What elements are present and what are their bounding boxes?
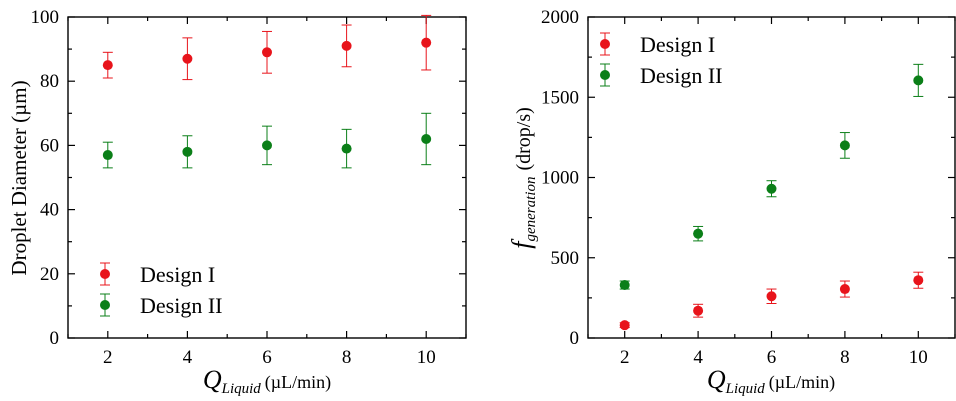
y-tick-label: 1500 [541,87,579,108]
y-axis-subscript: generation [523,177,539,242]
x-axis-title: QLiquid (µL/min) [203,365,331,397]
y-axis-title: Droplet Diameter (µm) [7,80,31,275]
data-point [693,228,704,239]
x-tick-label: 8 [840,347,850,368]
data-point [839,284,850,295]
x-axis-unit: (µL/min) [769,372,835,393]
data-point [102,150,113,161]
data-point [341,143,352,154]
y-axis-unit: (drop/s) [513,107,535,170]
data-point [766,291,777,302]
data-point [182,146,193,157]
data-point [839,140,850,151]
y-axis-title: fgeneration (drop/s) [507,107,539,249]
legend-marker [600,39,610,49]
y-tick-label: 100 [31,7,60,28]
data-point [619,320,630,331]
x-axis-symbol: Q [707,365,726,394]
legend-marker [100,269,110,279]
data-point [766,183,777,194]
data-point [341,40,352,51]
x-tick-label: 4 [693,347,703,368]
legend-label: Design II [140,293,222,318]
x-axis-subscript: Liquid [221,381,262,397]
series-2 [619,63,924,291]
series-2 [102,112,432,169]
y-tick-label: 1000 [541,168,579,189]
y-axis-symbol: f [507,238,536,249]
x-tick-label: 8 [342,347,352,368]
x-tick-label: 2 [620,347,630,368]
x-tick-label: 6 [767,347,777,368]
x-axis-symbol: Q [203,365,222,394]
y-tick-label: 0 [50,328,60,349]
x-axis-title: QLiquid (µL/min) [707,365,835,397]
chart-panel-2: 2 4 6 8 10 0 500 1000 1500 2000 QLiquid (µL/min) fge… [507,7,956,397]
x-tick-label: 10 [417,347,436,368]
y-tick-label: 40 [40,200,59,221]
data-point [262,140,272,151]
legend: Design I Design II [100,262,222,318]
y-tick-label: 0 [570,328,580,349]
legend: Design I Design II [600,32,722,88]
x-tick-label: 10 [909,347,928,368]
data-point [693,305,704,316]
data-point [913,75,924,86]
x-axis-unit: (µL/min) [265,372,331,393]
y-tick-label: 80 [40,71,59,92]
x-axis-subscript: Liquid [725,381,766,397]
y-tick-label: 2000 [541,7,579,28]
data-point [619,280,630,291]
data-point [421,133,432,144]
legend-label: Design I [140,262,215,287]
series-1 [102,14,432,81]
y-tick-label: 60 [40,135,59,156]
data-point [262,47,272,58]
y-tick-label: 500 [551,248,580,269]
data-point [102,60,113,71]
legend-marker [600,70,610,80]
x-tick-label: 2 [103,347,113,368]
y-tick-label: 20 [40,264,59,285]
legend-label: Design I [640,32,715,57]
legend-label: Design II [640,63,722,88]
data-point [913,275,924,286]
data-point [182,53,193,64]
x-tick-label: 6 [262,347,272,368]
legend-marker [100,300,110,310]
data-point [421,37,432,48]
series-1 [619,271,924,331]
x-tick-label: 4 [183,347,193,368]
